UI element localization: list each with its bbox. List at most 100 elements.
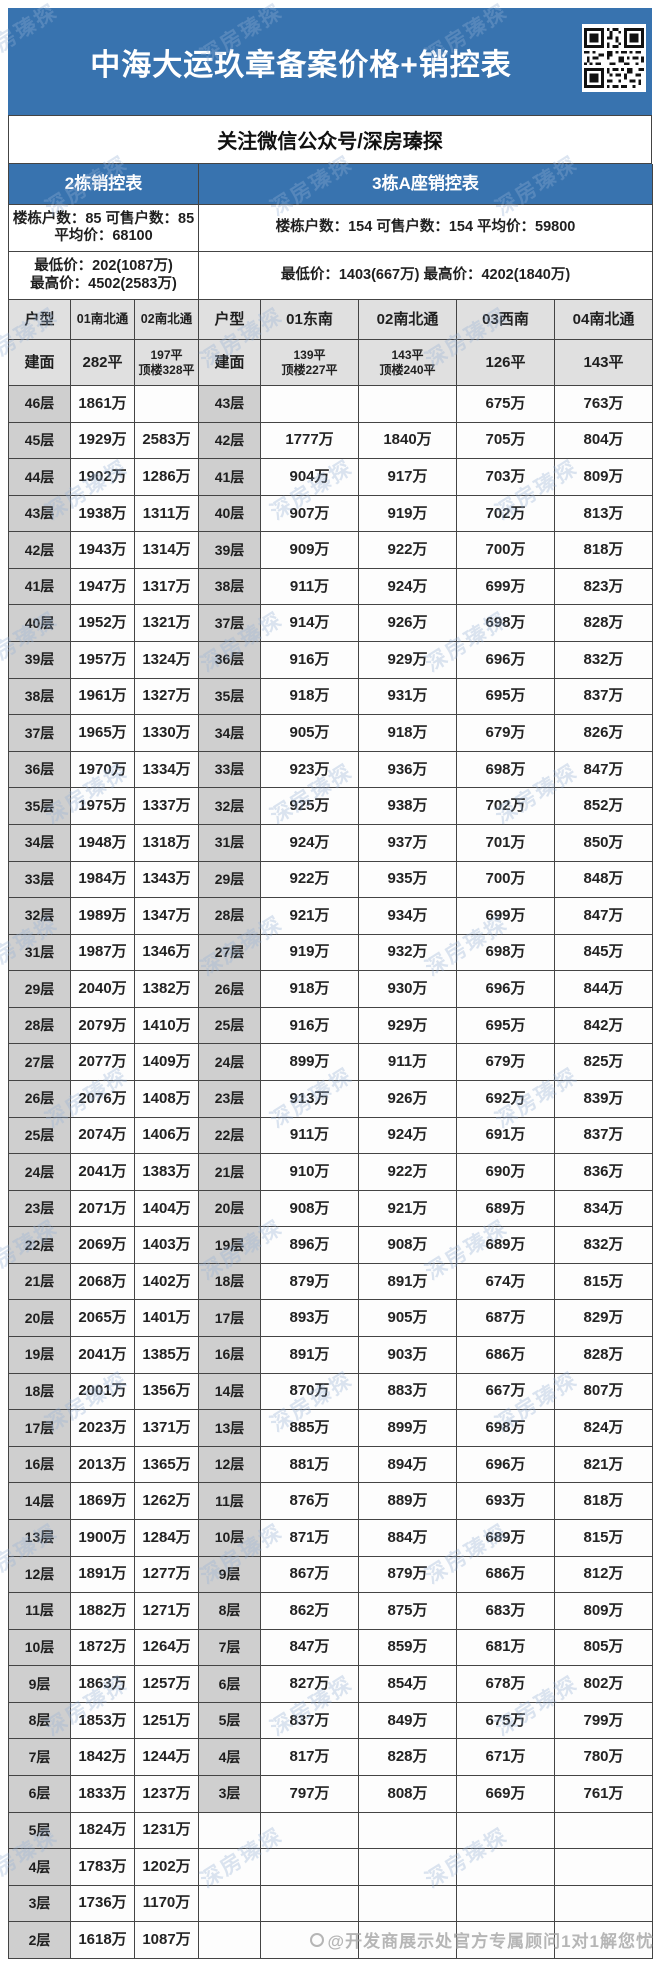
left-price-cell: 1286万 <box>135 459 199 496</box>
right-floor-cell: 21层 <box>199 1154 261 1191</box>
right-floor-cell: 19层 <box>199 1227 261 1264</box>
right-price-cell: 899万 <box>359 1410 457 1447</box>
right-column-header: 户型 <box>199 300 261 340</box>
right-price-cell: 825万 <box>555 1044 653 1081</box>
right-price-cell: 930万 <box>359 971 457 1008</box>
right-price-cell <box>457 1885 555 1923</box>
right-price-cell: 891万 <box>261 1337 359 1374</box>
right-price-cell: 896万 <box>261 1227 359 1264</box>
right-price-cell: 699万 <box>457 898 555 935</box>
right-floor-cell <box>199 1812 261 1850</box>
left-price-cell: 1237万 <box>135 1775 199 1813</box>
right-price-cell: 780万 <box>555 1739 653 1776</box>
left-price-cell: 2074万 <box>71 1117 135 1155</box>
left-price-cell: 1408万 <box>135 1080 199 1118</box>
right-price-cell: 689万 <box>457 1227 555 1264</box>
left-floor-cell: 22层 <box>9 1227 71 1264</box>
right-price-cell: 842万 <box>555 1007 653 1045</box>
right-price-cell <box>457 1849 555 1886</box>
left-floor-cell: 14层 <box>9 1483 71 1520</box>
right-price-cell: 875万 <box>359 1593 457 1630</box>
left-price-cell: 1861万 <box>71 386 135 423</box>
right-price-cell: 913万 <box>261 1080 359 1118</box>
right-price-cell: 904万 <box>261 459 359 496</box>
right-column-header: 03西南 <box>457 300 555 340</box>
right-price-cell <box>555 1812 653 1850</box>
right-floor-cell: 5层 <box>199 1702 261 1740</box>
left-floor-cell: 45层 <box>9 422 71 460</box>
right-price-cell: 1777万 <box>261 422 359 460</box>
left-price-cell: 1824万 <box>71 1812 135 1850</box>
right-price-cell: 815万 <box>555 1263 653 1301</box>
right-price-cell: 808万 <box>359 1775 457 1813</box>
left-min-price: 最低价：202(1087万) <box>34 258 173 275</box>
right-price-cell: 809万 <box>555 459 653 496</box>
left-floor-cell: 17层 <box>9 1410 71 1447</box>
right-price-cell: 852万 <box>555 788 653 825</box>
right-price-cell: 883万 <box>359 1373 457 1411</box>
left-floor-cell: 16层 <box>9 1446 71 1484</box>
right-price-cell: 828万 <box>555 1337 653 1374</box>
right-price-cell: 908万 <box>359 1227 457 1264</box>
right-price-cell: 686万 <box>457 1337 555 1374</box>
left-floor-cell: 43层 <box>9 495 71 533</box>
right-price-cell: 695万 <box>457 1007 555 1045</box>
left-price-cell: 1401万 <box>135 1300 199 1338</box>
right-price-cell: 907万 <box>261 495 359 533</box>
left-price-cell: 1402万 <box>135 1263 199 1301</box>
right-price-cell: 924万 <box>359 568 457 606</box>
right-floor-cell: 14层 <box>199 1373 261 1411</box>
left-area-cell: 282平 <box>71 340 135 386</box>
right-price-cell: 698万 <box>457 934 555 972</box>
left-price-cell: 2076万 <box>71 1080 135 1118</box>
right-price-cell <box>359 1922 457 1959</box>
right-price-cell: 812万 <box>555 1556 653 1594</box>
left-floor-cell: 19层 <box>9 1337 71 1374</box>
right-floor-cell: 40层 <box>199 495 261 533</box>
right-price-cell: 802万 <box>555 1666 653 1703</box>
right-floor-cell: 32层 <box>199 788 261 825</box>
right-counts-line1: 楼栋户数：154 可售户数：154 平均价：59800 <box>275 219 576 236</box>
right-price-cell: 849万 <box>359 1702 457 1740</box>
right-price-cell: 847万 <box>555 898 653 935</box>
right-floor-cell <box>199 1849 261 1886</box>
left-floor-cell: 24层 <box>9 1154 71 1191</box>
right-price-cell: 675万 <box>457 386 555 423</box>
right-floor-cell: 4层 <box>199 1739 261 1776</box>
left-price-cell: 1318万 <box>135 824 199 862</box>
left-price-cell: 1271万 <box>135 1593 199 1630</box>
left-price-cell: 1989万 <box>71 898 135 935</box>
left-price-cell: 1783万 <box>71 1849 135 1886</box>
right-price-cell: 815万 <box>555 1519 653 1557</box>
right-price-cell: 705万 <box>457 422 555 460</box>
left-price-cell: 1262万 <box>135 1483 199 1520</box>
right-price-cell: 911万 <box>261 568 359 606</box>
right-price-cell <box>359 1812 457 1850</box>
right-price-cell: 696万 <box>457 1446 555 1484</box>
right-price-cell: 908万 <box>261 1190 359 1228</box>
right-floor-cell: 11层 <box>199 1483 261 1520</box>
right-price-cell: 687万 <box>457 1300 555 1338</box>
right-price-cell: 871万 <box>261 1519 359 1557</box>
right-price-cell: 879万 <box>261 1263 359 1301</box>
right-price-cell: 832万 <box>555 1227 653 1264</box>
right-floor-cell: 29层 <box>199 861 261 899</box>
right-price-cell: 859万 <box>359 1629 457 1667</box>
left-price-cell: 1264万 <box>135 1629 199 1667</box>
right-table-title: 3栋A座销控表 <box>199 164 653 205</box>
right-price-cell <box>359 1885 457 1923</box>
right-price-cell: 844万 <box>555 971 653 1008</box>
left-price-cell: 2068万 <box>71 1263 135 1301</box>
page-title: 中海大运玖章备案价格+销控表 <box>90 48 512 82</box>
right-price-cell: 903万 <box>359 1337 457 1374</box>
left-price-cell: 1403万 <box>135 1227 199 1264</box>
right-floor-cell: 27层 <box>199 934 261 972</box>
left-price-cell: 1317万 <box>135 568 199 606</box>
left-price-cell: 1343万 <box>135 861 199 899</box>
right-price-cell: 818万 <box>555 1483 653 1520</box>
right-price-cell: 905万 <box>261 715 359 752</box>
right-price-cell: 925万 <box>261 788 359 825</box>
right-price-cell <box>555 1922 653 1959</box>
left-floor-cell: 7层 <box>9 1739 71 1776</box>
left-price-cell: 1984万 <box>71 861 135 899</box>
